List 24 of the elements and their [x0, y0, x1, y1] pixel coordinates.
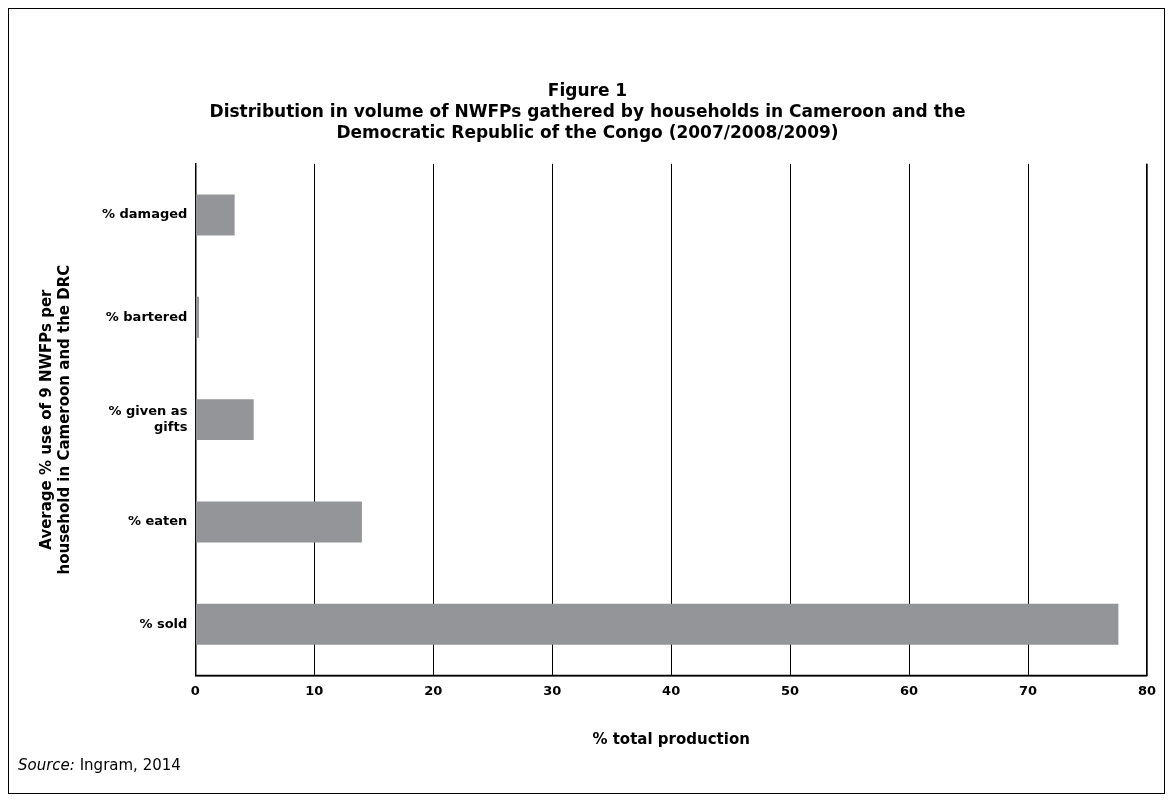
- bar: [195, 296, 199, 338]
- y-tick-label: % bartered: [105, 308, 188, 324]
- y-axis-title: Average % use of 9 NWFPs per household in Cameroon and the DRC: [36, 264, 73, 575]
- chart-subtitle: Distribution in volume of NWFPs gathered by households in Cameroon and the Democratic Republic of the Congo (2007/2008/2009): [208, 101, 967, 143]
- x-tick-label: 40: [662, 682, 681, 698]
- y-tick-label: % damaged: [101, 206, 188, 222]
- chart-title: Figure 1: [546, 80, 629, 101]
- x-axis-title: % total production: [592, 729, 750, 748]
- y-tick-label: % given as gifts: [108, 403, 188, 434]
- y-tick-label: % sold: [139, 615, 188, 631]
- x-tick-label: 20: [424, 682, 443, 698]
- x-tick-label: 30: [543, 682, 562, 698]
- y-tick-label: % eaten: [127, 513, 188, 529]
- bar: [195, 603, 1119, 645]
- x-tick-label: 60: [900, 682, 919, 698]
- bar: [195, 399, 254, 441]
- x-tick-label: 50: [781, 682, 800, 698]
- x-tick-label: 70: [1018, 682, 1038, 698]
- bar: [195, 194, 235, 236]
- x-tick-label: 0: [190, 682, 200, 698]
- bar: [195, 501, 362, 543]
- x-tick-label: 80: [1137, 682, 1156, 698]
- x-tick-label: 10: [305, 682, 324, 698]
- source-note: Source: Ingram, 2014: [18, 756, 181, 774]
